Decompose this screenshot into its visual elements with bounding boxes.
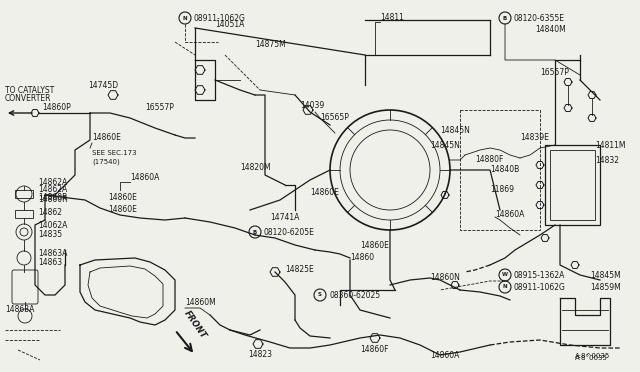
Text: 14741A: 14741A — [270, 213, 300, 222]
Text: 14862A: 14862A — [38, 185, 67, 194]
Text: 14863A: 14863A — [38, 249, 67, 258]
Text: 14863A: 14863A — [5, 305, 35, 314]
Text: N: N — [182, 16, 188, 20]
Text: 14860A: 14860A — [430, 351, 460, 360]
Text: 14860A: 14860A — [495, 210, 524, 219]
Text: 14860M: 14860M — [185, 298, 216, 307]
Text: 14875M: 14875M — [255, 40, 285, 49]
Text: 14860P: 14860P — [42, 103, 71, 112]
Text: A·8^0035: A·8^0035 — [575, 353, 611, 359]
Text: 14880F: 14880F — [475, 155, 504, 164]
Text: 14860E: 14860E — [108, 205, 137, 214]
Text: 14825E: 14825E — [285, 265, 314, 274]
Text: S: S — [318, 292, 322, 298]
Text: 14860E: 14860E — [360, 241, 389, 250]
Bar — [550, 150, 595, 220]
Text: 08120-6205E: 08120-6205E — [264, 228, 315, 237]
Text: 14860R: 14860R — [38, 193, 67, 202]
Text: 14860N: 14860N — [430, 273, 460, 282]
Text: 14820M: 14820M — [240, 163, 271, 172]
Text: FRONT: FRONT — [182, 308, 208, 340]
Text: B: B — [253, 230, 257, 234]
Text: 14823: 14823 — [248, 350, 272, 359]
Text: 14860E: 14860E — [310, 188, 339, 197]
Text: 14859M: 14859M — [590, 283, 621, 292]
Text: 14860F: 14860F — [360, 345, 388, 354]
Text: 14860A: 14860A — [130, 173, 159, 182]
Text: 11869: 11869 — [490, 185, 514, 194]
Text: 14863: 14863 — [38, 258, 62, 267]
Text: 14811M: 14811M — [595, 141, 625, 150]
Bar — [15, 210, 33, 218]
Text: 14840M: 14840M — [535, 25, 566, 34]
Text: 08360-62025: 08360-62025 — [329, 291, 380, 299]
Text: 14745D: 14745D — [88, 81, 118, 90]
Text: 14835: 14835 — [38, 230, 62, 239]
Text: N: N — [502, 285, 508, 289]
Text: 08911-1062G: 08911-1062G — [514, 282, 566, 292]
Text: (17540): (17540) — [92, 158, 120, 164]
Text: TO CATALYST: TO CATALYST — [5, 86, 54, 95]
Bar — [545, 145, 600, 225]
Text: 14839E: 14839E — [520, 133, 549, 142]
Bar — [15, 190, 33, 198]
Text: 08915-1362A: 08915-1362A — [514, 270, 565, 279]
Text: 14860R: 14860R — [38, 195, 67, 204]
Text: 16565P: 16565P — [320, 113, 349, 122]
Text: 14840B: 14840B — [490, 165, 519, 174]
Text: CONVERTER: CONVERTER — [5, 94, 51, 103]
Text: 14811: 14811 — [380, 13, 404, 22]
Text: 14845N: 14845N — [430, 141, 460, 150]
Text: A·8°0035: A·8°0035 — [575, 355, 608, 361]
Text: 14832: 14832 — [595, 156, 619, 165]
Text: 14039: 14039 — [300, 101, 324, 110]
Text: SEE SEC.173: SEE SEC.173 — [92, 150, 136, 156]
Text: 14860E: 14860E — [92, 133, 121, 142]
Text: 14862: 14862 — [38, 208, 62, 217]
Text: 14845M: 14845M — [590, 271, 621, 280]
Text: B: B — [503, 16, 507, 20]
Text: 14051A: 14051A — [215, 20, 244, 29]
Text: W: W — [502, 273, 508, 278]
Text: 14845N: 14845N — [440, 126, 470, 135]
Text: 08911-1062G: 08911-1062G — [194, 13, 246, 22]
Text: 14062A: 14062A — [38, 221, 67, 230]
Text: 16557P: 16557P — [145, 103, 174, 112]
Text: 16557P: 16557P — [540, 68, 569, 77]
Text: 14860E: 14860E — [108, 193, 137, 202]
Text: 14860: 14860 — [350, 253, 374, 262]
Text: 14862A: 14862A — [38, 178, 67, 187]
Text: 08120-6355E: 08120-6355E — [514, 13, 565, 22]
